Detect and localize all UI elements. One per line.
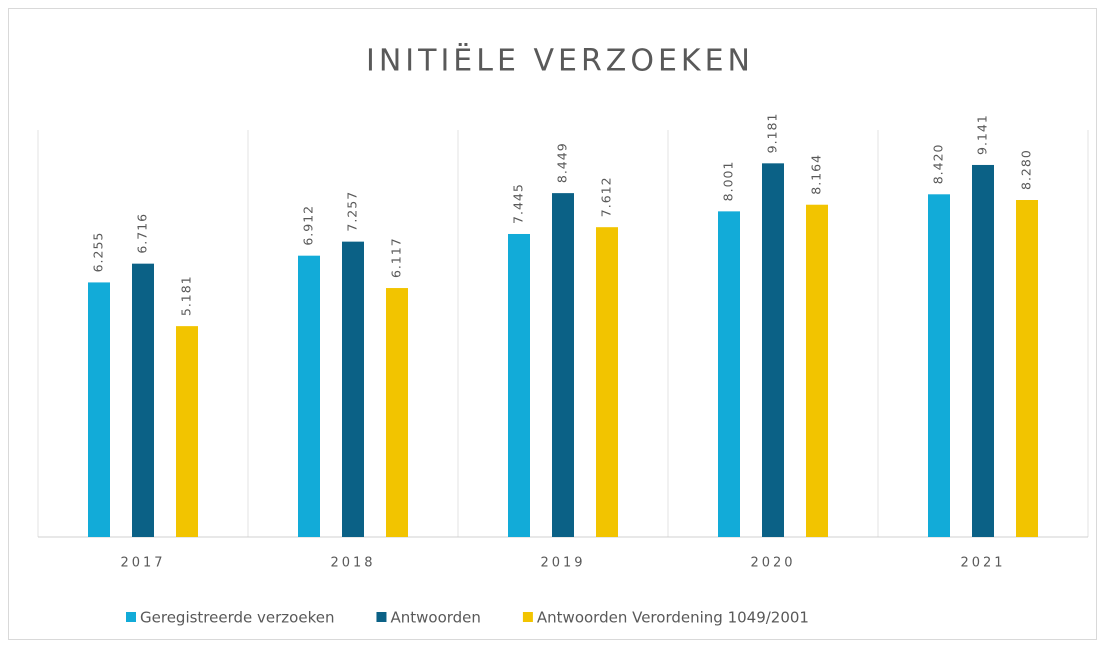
bar [806,204,828,537]
data-label: 8.280 [1019,149,1034,190]
data-label: 9.181 [765,113,780,154]
bar [972,164,994,537]
x-tick-label: 2020 [750,556,795,571]
legend-swatch [522,612,533,622]
bar [298,255,320,538]
bar [176,326,198,537]
bar [928,194,950,537]
bar [596,227,618,538]
chart-title: INITIËLE VERZOEKEN [366,43,754,79]
data-label: 7.445 [511,183,526,224]
bar [508,233,530,537]
bar [132,263,154,537]
x-tick-label: 2017 [120,556,165,571]
x-tick-label: 2018 [330,556,375,571]
bar [762,163,784,537]
legend-swatch [126,612,136,622]
bar [1016,200,1038,537]
data-label: 6.912 [301,205,316,246]
data-label: 8.449 [555,142,570,183]
x-tick-label: 2019 [540,556,585,571]
bar [386,288,408,537]
bar [718,211,740,537]
data-label: 7.612 [599,176,614,217]
data-label: 6.255 [91,232,106,273]
data-label: 8.164 [809,154,824,195]
data-label: 6.716 [135,213,150,254]
data-label: 8.001 [721,161,736,202]
legend-label: Geregistreerde verzoeken [140,609,334,627]
x-tick-label: 2021 [960,556,1005,571]
bar [342,241,364,537]
data-label: 9.141 [975,114,990,155]
data-label: 5.181 [179,275,194,316]
legend-label: Antwoorden Verordening 1049/2001 [537,609,809,627]
data-label: 7.257 [345,191,360,232]
data-label: 8.420 [931,144,946,185]
data-label: 6.117 [389,237,404,278]
bar [88,282,110,537]
legend-label: Antwoorden [390,609,480,627]
bar [552,193,574,537]
legend-swatch [376,612,387,622]
